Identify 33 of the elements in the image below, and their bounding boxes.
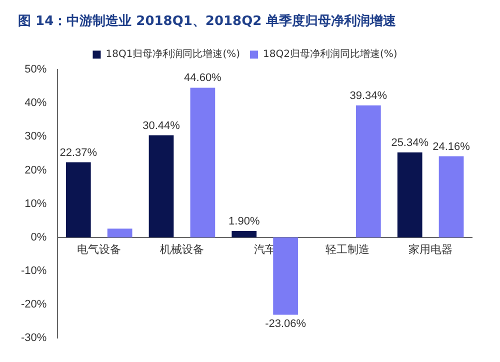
x-tick-label: 机械设备 xyxy=(160,242,204,256)
x-tick-label: 电气设备 xyxy=(77,242,122,256)
y-tick-label: 0% xyxy=(30,231,47,244)
bar xyxy=(66,162,91,238)
data-label: 44.60% xyxy=(184,72,222,84)
chart-title: 图 14：中游制造业 2018Q1、2018Q2 单季度归母净利润增速 xyxy=(18,13,398,30)
data-label: -23.06% xyxy=(265,318,306,330)
y-tick-label: -20% xyxy=(20,298,47,310)
bar xyxy=(356,105,381,238)
data-label: 39.34% xyxy=(350,90,388,102)
y-tick-label: -10% xyxy=(20,264,47,277)
data-label: 22.37% xyxy=(60,146,98,159)
legend-label: 18Q2归母净利润同比增速(%) xyxy=(263,48,398,60)
y-tick-label: 20% xyxy=(24,164,47,176)
bar xyxy=(107,228,132,238)
bar xyxy=(232,230,257,238)
data-label: 25.34% xyxy=(391,136,429,149)
legend-label: 18Q1归母净利润同比增速(%) xyxy=(106,48,240,60)
bar xyxy=(148,135,174,238)
y-tick-label: 40% xyxy=(24,97,47,110)
bar xyxy=(190,88,216,238)
x-tick-label: 家用电器 xyxy=(408,242,453,256)
data-label: 24.16% xyxy=(432,140,470,153)
bar xyxy=(397,152,422,238)
y-tick-label: 10% xyxy=(24,198,47,210)
data-label: 30.44% xyxy=(142,120,180,132)
y-tick-label: -30% xyxy=(20,332,47,344)
x-tick-label: 轻工制造 xyxy=(326,242,370,256)
y-tick-label: 50% xyxy=(24,64,47,76)
data-label: 1.90% xyxy=(228,216,260,228)
y-tick-label: 30% xyxy=(24,130,47,143)
bar xyxy=(438,156,464,238)
bar xyxy=(273,237,298,315)
